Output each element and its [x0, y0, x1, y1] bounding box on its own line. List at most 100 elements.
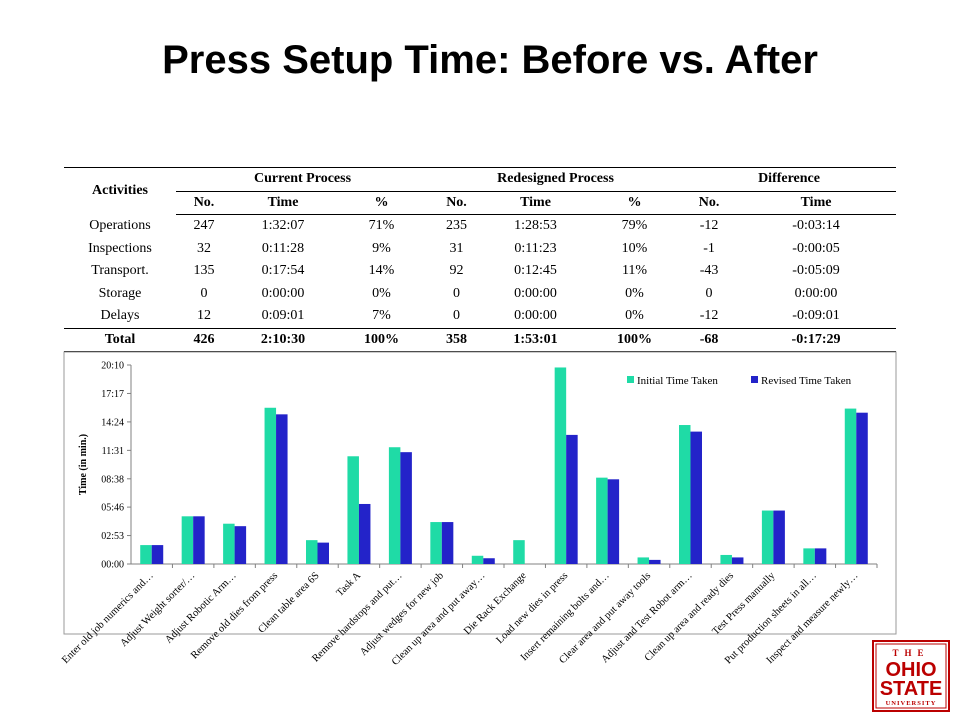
table-row: Transport. 135 0:17:54 14% 92 0:12:45 11…	[64, 260, 896, 283]
table-cell: 0	[453, 285, 460, 301]
svg-text:UNIVERSITY: UNIVERSITY	[886, 700, 937, 707]
table-cell: 2:10:30	[232, 327, 334, 352]
bar-initial	[679, 425, 691, 564]
table-cell: 31	[449, 240, 464, 256]
table-cell: -0:00:05	[792, 240, 840, 256]
slide-title: Press Setup Time: Before vs. After	[162, 38, 818, 82]
table-cell: 71%	[368, 218, 395, 234]
table-total-row: Total 426 2:10:30 100% 358 1:53:01 100% …	[64, 327, 897, 352]
y-tick-label: 11:31	[102, 446, 124, 457]
bar-initial	[844, 408, 857, 564]
bar-revised	[690, 431, 702, 564]
svg-text:OHIO: OHIO	[885, 659, 936, 681]
table-cell: 1:32:07	[261, 218, 305, 234]
bar-revised	[317, 542, 329, 564]
table-cell: Delays	[100, 308, 140, 324]
table-cell: 0	[453, 308, 460, 324]
subheader-percent: %	[334, 190, 429, 215]
bar-revised	[607, 479, 620, 564]
bar-initial	[347, 456, 359, 564]
table-cell: 0:12:45	[514, 263, 557, 279]
bar-initial	[554, 367, 567, 564]
table-cell: -1	[703, 240, 715, 256]
subheader-time: Time	[736, 190, 897, 215]
bar-initial	[596, 477, 608, 564]
bar-initial	[471, 555, 484, 564]
current-process-header: Current Process	[176, 167, 429, 191]
table-cell: 0:17:54	[261, 263, 305, 279]
table-cell: 0:00:00	[261, 285, 305, 301]
bar-revised	[731, 557, 744, 564]
table-cell: -0:09:01	[792, 308, 840, 324]
table-row: Storage 0 0:00:00 0% 0 0:00:00 0% 0 0:00…	[64, 283, 896, 306]
svg-text:STATE: STATE	[880, 678, 943, 700]
bar-revised	[193, 516, 205, 564]
table-cell: 92	[449, 263, 464, 279]
table-cell: 0:11:23	[514, 240, 557, 256]
comparison-table: Activities Current Process Redesigned Pr…	[64, 167, 897, 352]
table-cell: 235	[446, 218, 467, 234]
table-cell: Transport.	[91, 263, 149, 279]
table-row: Inspections 32 0:11:28 9% 31 0:11:23 10%…	[64, 238, 896, 261]
bar-revised	[400, 452, 412, 564]
bar-initial	[388, 447, 401, 564]
table-cell: 1:28:53	[514, 218, 557, 234]
chart-frame	[63, 351, 897, 635]
legend-label: Revised Time Taken	[761, 375, 852, 387]
subheader-percent: %	[587, 190, 683, 215]
table-cell: 79%	[621, 218, 648, 234]
subheader-no: No.	[682, 190, 737, 215]
y-tick-label: 08:38	[101, 474, 124, 485]
y-tick-label: 02:53	[101, 531, 124, 542]
x-tick-label: Adjust wedges for new job	[358, 570, 446, 658]
table-cell: 0:11:28	[261, 240, 305, 256]
bar-initial	[306, 540, 318, 564]
bar-initial	[140, 545, 152, 564]
table-cell: 358	[429, 327, 484, 352]
bar-initial	[761, 510, 774, 564]
bar-initial	[181, 516, 194, 564]
bar-revised	[566, 434, 578, 564]
table-cell: -0:17:29	[736, 327, 897, 352]
activities-header: Activities	[64, 167, 176, 215]
subheader-no: No.	[176, 190, 232, 215]
x-tick-label: Remove old dies from press	[189, 570, 280, 661]
table-cell: 32	[197, 240, 211, 256]
bar-revised	[276, 414, 288, 564]
bar-revised	[773, 510, 785, 564]
bar-revised	[649, 559, 661, 564]
redesigned-process-header: Redesigned Process	[429, 167, 683, 191]
bar-initial	[264, 407, 277, 564]
table-cell: 10%	[621, 240, 648, 256]
ohio-state-logo: THE OHIO STATE UNIVERSITY	[872, 640, 950, 712]
table-cell: 0%	[625, 308, 644, 324]
x-tick-label: Adjust Weight sorter/…	[118, 570, 197, 649]
table-cell: 100%	[334, 327, 429, 352]
table-cell: Total	[64, 327, 176, 352]
table-cell: 1:53:01	[484, 327, 587, 352]
table-cell: 247	[193, 218, 215, 234]
bar-initial	[637, 557, 650, 564]
table-cell: 0:09:01	[261, 308, 305, 324]
table-cell: 14%	[368, 263, 395, 279]
table-cell: 0	[705, 285, 713, 301]
table-cell: 9%	[372, 240, 391, 256]
difference-header: Difference	[682, 167, 897, 191]
y-tick-label: 14:24	[101, 417, 124, 428]
comparison-table-container: Activities Current Process Redesigned Pr…	[64, 167, 897, 352]
svg-text:THE: THE	[892, 648, 929, 658]
table-cell: 135	[193, 263, 215, 279]
table-cell: 0%	[372, 285, 391, 301]
bar-revised	[234, 526, 247, 564]
table-cell: -12	[699, 218, 719, 234]
table-cell: 11%	[621, 263, 648, 279]
y-tick-label: 00:00	[101, 560, 124, 571]
bar-revised	[358, 503, 371, 564]
legend-swatch	[627, 376, 634, 383]
x-tick-label: Inspect and measure newly…	[765, 570, 861, 666]
table-cell: 0:00:00	[794, 285, 838, 301]
bar-revised	[483, 558, 495, 564]
table-row: Delays 12 0:09:01 7% 0 0:00:00 0% -12 -0…	[64, 305, 896, 328]
table-cell: -0:03:14	[792, 218, 840, 234]
